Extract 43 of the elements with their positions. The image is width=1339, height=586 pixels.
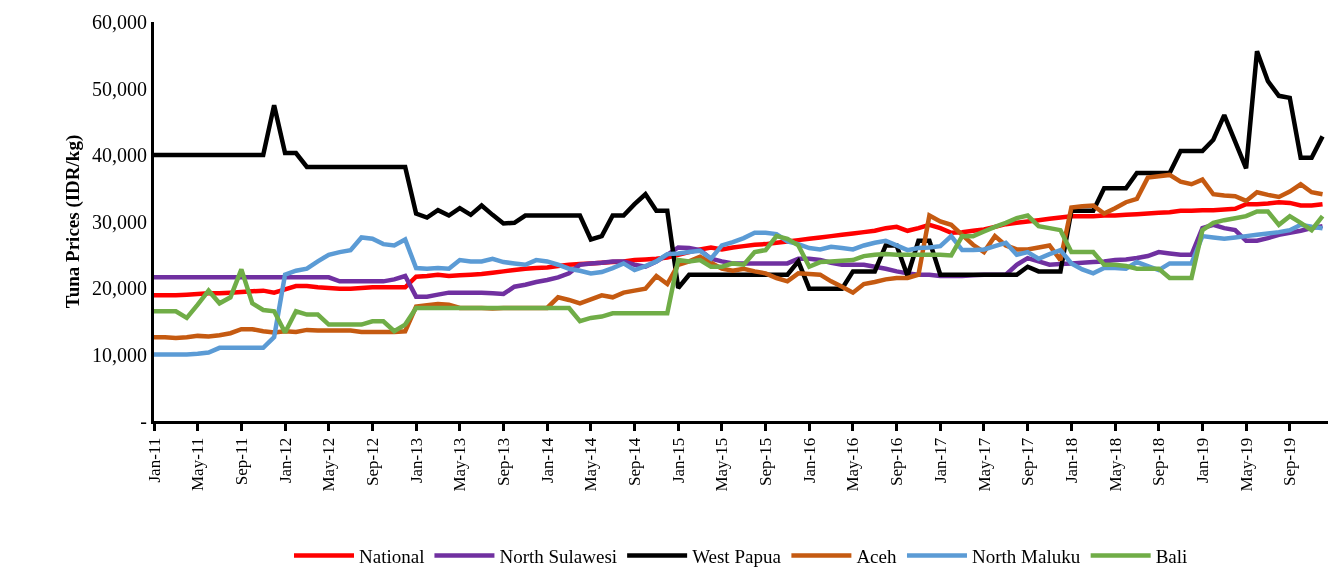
- y-tick-label: 30,000: [92, 210, 147, 233]
- x-tick-label: Jan-17: [930, 437, 950, 484]
- x-tick-label: May-11: [188, 437, 208, 491]
- legend-label: North Maluku: [971, 545, 1081, 567]
- x-tick-label: May-14: [581, 437, 601, 492]
- y-tick-label: 60,000: [92, 11, 147, 33]
- y-axis-title: Tuna Prices (IDR/kg): [61, 134, 84, 309]
- x-tick-label: Jan-12: [275, 437, 295, 484]
- x-tick-label: May-19: [1236, 437, 1256, 492]
- x-tick-label: Sep-13: [493, 437, 513, 486]
- x-tick-label: Jan-19: [1192, 437, 1212, 484]
- x-tick-label: May-15: [712, 437, 732, 492]
- legend-label: West Papua: [692, 545, 782, 567]
- x-tick-label: Sep-16: [887, 437, 907, 486]
- x-tick-label: Sep-15: [756, 437, 776, 486]
- x-tick-label: May-16: [843, 437, 863, 492]
- y-tick-label: 40,000: [92, 144, 147, 166]
- x-tick-label: May-18: [1105, 437, 1125, 492]
- x-tick-label: Jan-15: [668, 437, 688, 484]
- y-tick-label: 10,000: [92, 343, 147, 366]
- x-tick-label: Sep-19: [1280, 437, 1300, 486]
- x-tick-label: Sep-12: [362, 437, 382, 486]
- y-tick-label: -: [140, 410, 147, 432]
- x-tick-label: Sep-18: [1149, 437, 1169, 486]
- y-tick-label: 20,000: [92, 277, 147, 299]
- x-tick-label: Sep-11: [231, 437, 251, 486]
- x-tick-label: May-12: [319, 437, 339, 492]
- x-tick-label: Jan-14: [537, 437, 557, 484]
- legend-label: North Sulawesi: [499, 545, 618, 567]
- line-series: [154, 222, 1325, 357]
- x-tick-label: May-13: [450, 437, 470, 492]
- x-tick-label: Jan-16: [799, 437, 819, 484]
- legend-label: Bali: [1155, 545, 1188, 567]
- legend-label: National: [359, 545, 425, 567]
- x-tick-label: Sep-14: [625, 437, 645, 486]
- x-tick-label: May-17: [974, 437, 994, 492]
- y-tick-label: 50,000: [92, 77, 147, 100]
- x-tick-label: Jan-13: [406, 437, 426, 484]
- x-tick-label: Sep-17: [1018, 437, 1038, 486]
- line-series: [154, 209, 1325, 335]
- x-tick-label: Jan-11: [144, 437, 164, 483]
- legend-label: Aceh: [856, 545, 897, 567]
- x-tick-label: Jan-18: [1061, 437, 1081, 484]
